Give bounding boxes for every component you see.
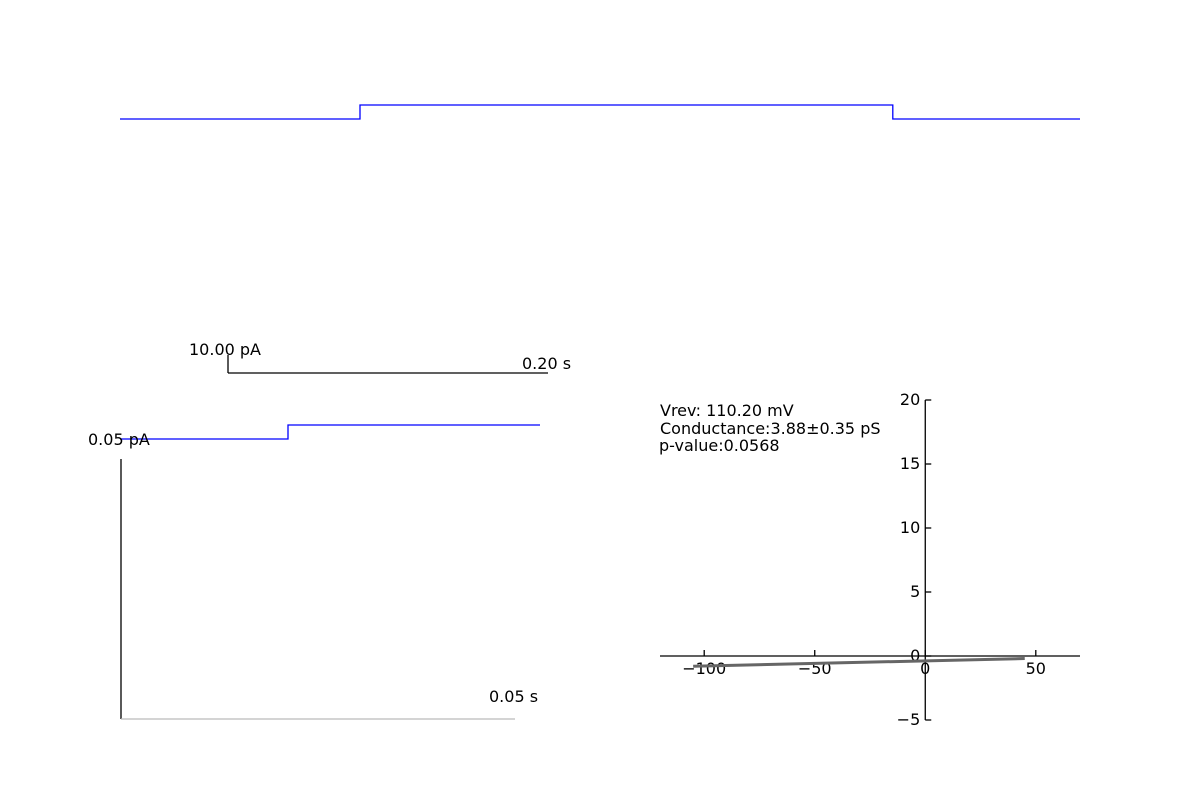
iv-x-tick-label: 50 (1026, 659, 1046, 678)
iv-y-tick-label: 10 (900, 518, 920, 537)
lower-left-scalebar-time-label: 0.05 s (489, 687, 538, 706)
iv-annotation-pvalue: p-value:0.0568 (659, 436, 780, 455)
lower-left-scalebar-current-label: 0.05 pA (88, 430, 150, 449)
iv-y-tick-label: 15 (900, 454, 920, 473)
iv-y-tick-label: 5 (910, 582, 920, 601)
top-scalebar-time-label: 0.20 s (522, 354, 571, 373)
iv-fit-line (693, 657, 1025, 668)
iv-y-tick-label: 0 (910, 646, 920, 665)
iv-x-tick-label: 0 (920, 659, 930, 678)
iv-y-ticks: −5 0 5 10 15 20 (897, 390, 932, 729)
lower-left-current-trace (120, 424, 540, 440)
iv-annotation-conductance: Conductance:3.88±0.35 pS (660, 419, 881, 438)
iv-y-tick-label: −5 (897, 710, 921, 729)
top-current-trace-panel (120, 104, 1080, 120)
lower-left-scalebar: 0.05 pA 0.05 s (88, 430, 538, 720)
iv-annotation-vrev: Vrev: 110.20 mV (660, 401, 794, 420)
top-current-trace (120, 104, 1080, 120)
top-scalebar: 10.00 pA 0.20 s (189, 340, 571, 374)
iv-plot: −100 −5 0 0 50 −5 0 5 10 15 20 Vrev: 110.20 mV Co… (659, 390, 1080, 729)
top-scalebar-current-label: 10.00 pA (189, 340, 261, 359)
iv-x-tick-label: −100 (682, 659, 726, 678)
lower-left-trace-panel (120, 424, 540, 440)
iv-y-tick-label: 20 (900, 390, 920, 409)
